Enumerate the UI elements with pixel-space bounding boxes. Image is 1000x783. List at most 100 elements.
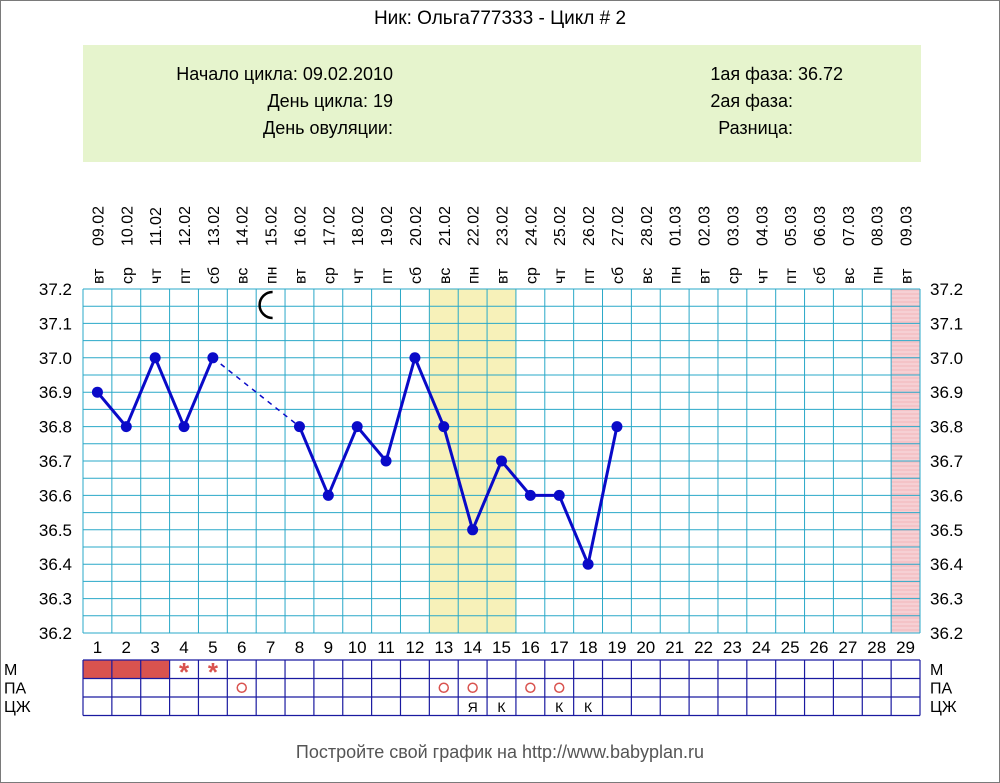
day-number-label: 27	[838, 638, 857, 657]
date-label: 24.02	[523, 206, 540, 246]
phase2-row: 2ая фаза:	[583, 88, 943, 115]
intercourse-mark	[525, 682, 536, 693]
cycle-info-right: 1ая фаза: 36.72 2ая фаза: Разница:	[583, 61, 943, 142]
temperature-point	[524, 489, 536, 501]
menstruation-cell	[140, 660, 170, 679]
y-tick-label-right: 36.7	[930, 452, 963, 471]
temperature-point	[467, 524, 479, 536]
weekday-label: ср	[321, 267, 338, 284]
temperature-line	[586, 426, 619, 565]
weekday-label: вс	[235, 268, 252, 284]
temperature-line	[413, 357, 446, 428]
y-tick-label-right: 36.4	[930, 555, 963, 574]
y-tick-label-left: 36.5	[39, 521, 72, 540]
row-label-left: ПА	[4, 681, 27, 698]
date-label: 25.02	[552, 206, 569, 246]
temperature-line	[298, 426, 330, 496]
y-tick-label-left: 36.2	[39, 624, 72, 643]
temperature-gap-line	[212, 357, 300, 428]
difference-label: Разница:	[718, 118, 793, 138]
weekday-label: вт	[495, 268, 512, 284]
phase1-value: 36.72	[798, 64, 844, 84]
date-label: 11.02	[148, 207, 165, 246]
y-tick-label-left: 37.1	[39, 314, 72, 333]
menstruation-star: *	[179, 657, 190, 687]
temperature-point	[582, 558, 594, 570]
weekday-label: сб	[812, 267, 829, 284]
date-label: 02.03	[697, 206, 714, 246]
y-tick-label-left: 36.9	[39, 383, 72, 402]
date-label: 16.02	[292, 206, 309, 246]
temperature-point	[553, 489, 565, 501]
day-number-label: 4	[179, 638, 188, 657]
weekday-label: вс	[437, 268, 454, 284]
y-tick-label-right: 36.9	[930, 383, 963, 402]
day-number-label: 1	[93, 638, 102, 657]
day-number-label: 18	[579, 638, 598, 657]
weekday-label: пн	[668, 267, 685, 285]
intercourse-mark	[236, 682, 247, 693]
row-label-left: ЦЖ	[4, 699, 31, 716]
weekday-label: пт	[177, 267, 194, 284]
difference-row: Разница:	[583, 115, 943, 142]
weekday-label: пт	[379, 267, 396, 284]
weekday-label: ср	[119, 267, 136, 284]
menstruation-cell	[83, 660, 112, 679]
date-label: 10.02	[119, 206, 136, 246]
weekday-label: чт	[148, 268, 165, 284]
temperature-point	[120, 421, 132, 433]
weekday-label: пн	[264, 267, 281, 285]
weekday-label: вт	[697, 268, 714, 284]
date-label: 15.02	[264, 206, 281, 246]
weekday-label: ср	[523, 267, 540, 284]
day-number-label: 11	[377, 638, 395, 657]
cycle-day-label: День цикла:	[267, 91, 368, 111]
weekday-label: чт	[754, 268, 771, 284]
day-number-label: 29	[896, 638, 915, 657]
intercourse-mark	[467, 682, 478, 693]
date-label: 08.03	[870, 206, 887, 246]
y-tick-label-right: 37.0	[930, 349, 963, 368]
temperature-point	[409, 352, 421, 364]
day-number-label: 22	[694, 638, 713, 657]
cycle-info-left: Начало цикла: 09.02.2010 День цикла: 19 …	[83, 61, 393, 142]
weekday-label: вт	[90, 268, 107, 284]
temperature-line	[124, 357, 157, 428]
temperature-point	[178, 421, 190, 433]
day-number-label: 17	[550, 638, 569, 657]
temperature-line	[96, 391, 128, 428]
temperature-line	[442, 426, 475, 531]
date-label: 09.03	[899, 206, 916, 246]
phase1-row: 1ая фаза: 36.72	[583, 61, 943, 88]
day-number-label: 12	[405, 638, 424, 657]
day-number-label: 8	[295, 638, 304, 657]
cycle-start-row: Начало цикла: 09.02.2010	[83, 61, 393, 88]
date-label: 19.02	[379, 206, 396, 246]
phase2-label: 2ая фаза:	[710, 91, 793, 111]
y-tick-label-right: 36.3	[930, 590, 963, 609]
temperature-point	[380, 455, 392, 467]
day-number-label: 2	[122, 638, 131, 657]
day-number-label: 3	[150, 638, 159, 657]
temperature-line	[500, 460, 532, 497]
weekday-label: сб	[610, 267, 627, 284]
date-label: 03.03	[725, 206, 742, 246]
mucus-mark: К	[584, 699, 593, 715]
date-label: 22.02	[466, 206, 483, 246]
cycle-info-panel: Начало цикла: 09.02.2010 День цикла: 19 …	[83, 45, 921, 162]
y-tick-label-left: 37.2	[39, 280, 72, 299]
temperature-point	[496, 455, 507, 467]
weekday-label: пт	[783, 267, 800, 284]
y-tick-label-right: 37.2	[930, 280, 963, 299]
date-label: 01.03	[668, 206, 685, 246]
date-label: 06.03	[812, 206, 829, 246]
date-label: 18.02	[350, 206, 367, 246]
weekday-label: сб	[206, 267, 223, 284]
date-label: 28.02	[639, 206, 656, 246]
temperature-point	[149, 352, 161, 364]
temperature-point	[438, 421, 450, 433]
weekday-label: ср	[725, 267, 742, 284]
date-label: 05.03	[783, 206, 800, 246]
menstruation-star: *	[208, 657, 219, 687]
temperature-line	[153, 357, 186, 428]
